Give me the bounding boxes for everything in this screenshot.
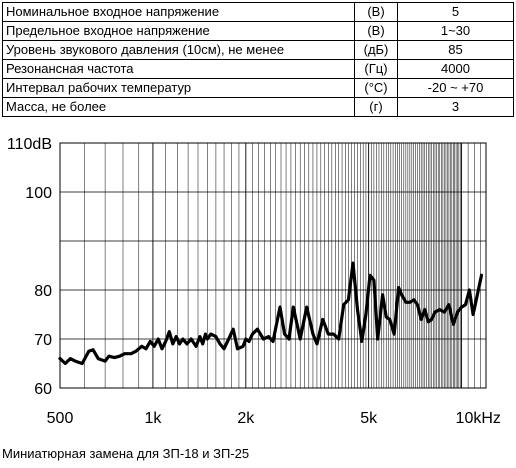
y-tick-label: 80 (34, 283, 52, 300)
spec-value: -20 ~ +70 (397, 78, 514, 98)
spec-row: Номинальное входное напряжение (В) 5 (2, 2, 514, 22)
chart-plot-frame (59, 142, 487, 389)
y-tick-label: 60 (34, 381, 52, 398)
caption: Миниатюрная замена для ЗП-18 и ЗП-25 (2, 446, 250, 461)
y-tick-label: 100 (25, 185, 52, 202)
spec-unit: (дБ) (354, 40, 398, 60)
spec-name: Масса, не более (2, 97, 355, 117)
spec-unit: (°С) (354, 78, 398, 98)
chart-y-tick-labels: 110dB 100 80 70 60 (7, 136, 52, 398)
spec-name: Резонансная частота (2, 59, 355, 79)
spec-name: Уровень звукового давления (10см), не ме… (2, 40, 355, 60)
spec-unit: (В) (354, 2, 398, 22)
spec-value: 5 (397, 2, 514, 22)
spec-row: Масса, не более (г) 3 (2, 97, 514, 117)
spec-row: Предельное входное напряжение (В) 1~30 (2, 21, 514, 41)
chart-x-tick-labels: 500 1k 2k 5k 10kHz (47, 410, 501, 427)
spec-name: Предельное входное напряжение (2, 21, 355, 41)
x-tick-label: 5k (360, 410, 378, 427)
chart-minor-gridlines (84, 143, 481, 388)
spec-unit: (В) (354, 21, 398, 41)
spec-value: 3 (397, 97, 514, 117)
x-tick-label: 1k (144, 410, 162, 427)
spec-row: Интервал рабочих температур (°С) -20 ~ +70 (2, 78, 514, 98)
x-tick-label: 10kHz (456, 410, 501, 427)
spec-name: Номинальное входное напряжение (2, 2, 355, 22)
frequency-response-line (58, 261, 484, 366)
spec-unit: (г) (354, 97, 398, 117)
spec-row: Резонансная частота (Гц) 4000 (2, 59, 514, 79)
spec-value: 85 (397, 40, 514, 60)
y-tick-label: 110dB (7, 136, 52, 153)
x-tick-label: 2k (237, 410, 255, 427)
spec-name: Интервал рабочих температур (2, 78, 355, 98)
chart-major-gridlines (60, 143, 486, 388)
spec-value: 4000 (397, 59, 514, 79)
x-tick-label: 500 (47, 410, 74, 427)
chart-series (58, 261, 484, 366)
spec-value: 1~30 (397, 21, 514, 41)
spec-row: Уровень звукового давления (10см), не ме… (2, 40, 514, 60)
y-tick-label: 70 (34, 332, 52, 349)
spec-unit: (Гц) (354, 59, 398, 79)
specifications-table: Номинальное входное напряжение (В) 5 Предел… (2, 2, 514, 117)
frequency-response-chart: 110dB 100 80 70 60 500 1k 2k 5k 10kHz (7, 136, 501, 427)
